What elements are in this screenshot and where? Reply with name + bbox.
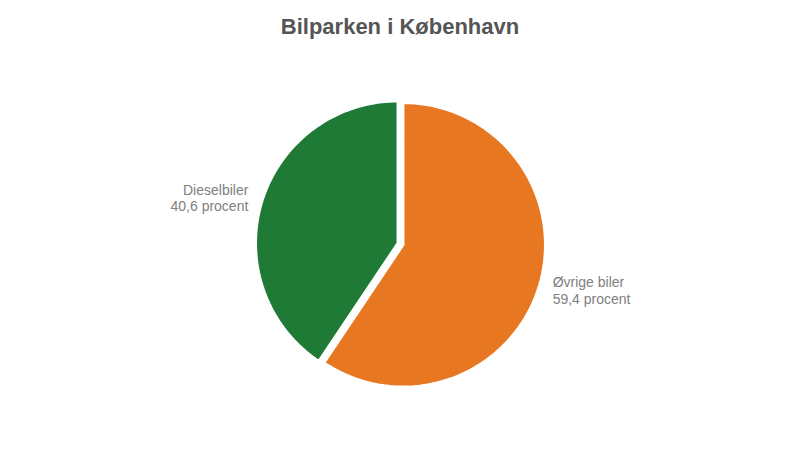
html-text:Bilparken i København: Bilparken i København (280, 14, 520, 39)
svg-text:Dieselbiler40,6 procent: Dieselbiler40,6 procent (171, 182, 249, 215)
svg-text:Øvrige biler59,4 procent: Øvrige biler59,4 procent (553, 274, 631, 307)
